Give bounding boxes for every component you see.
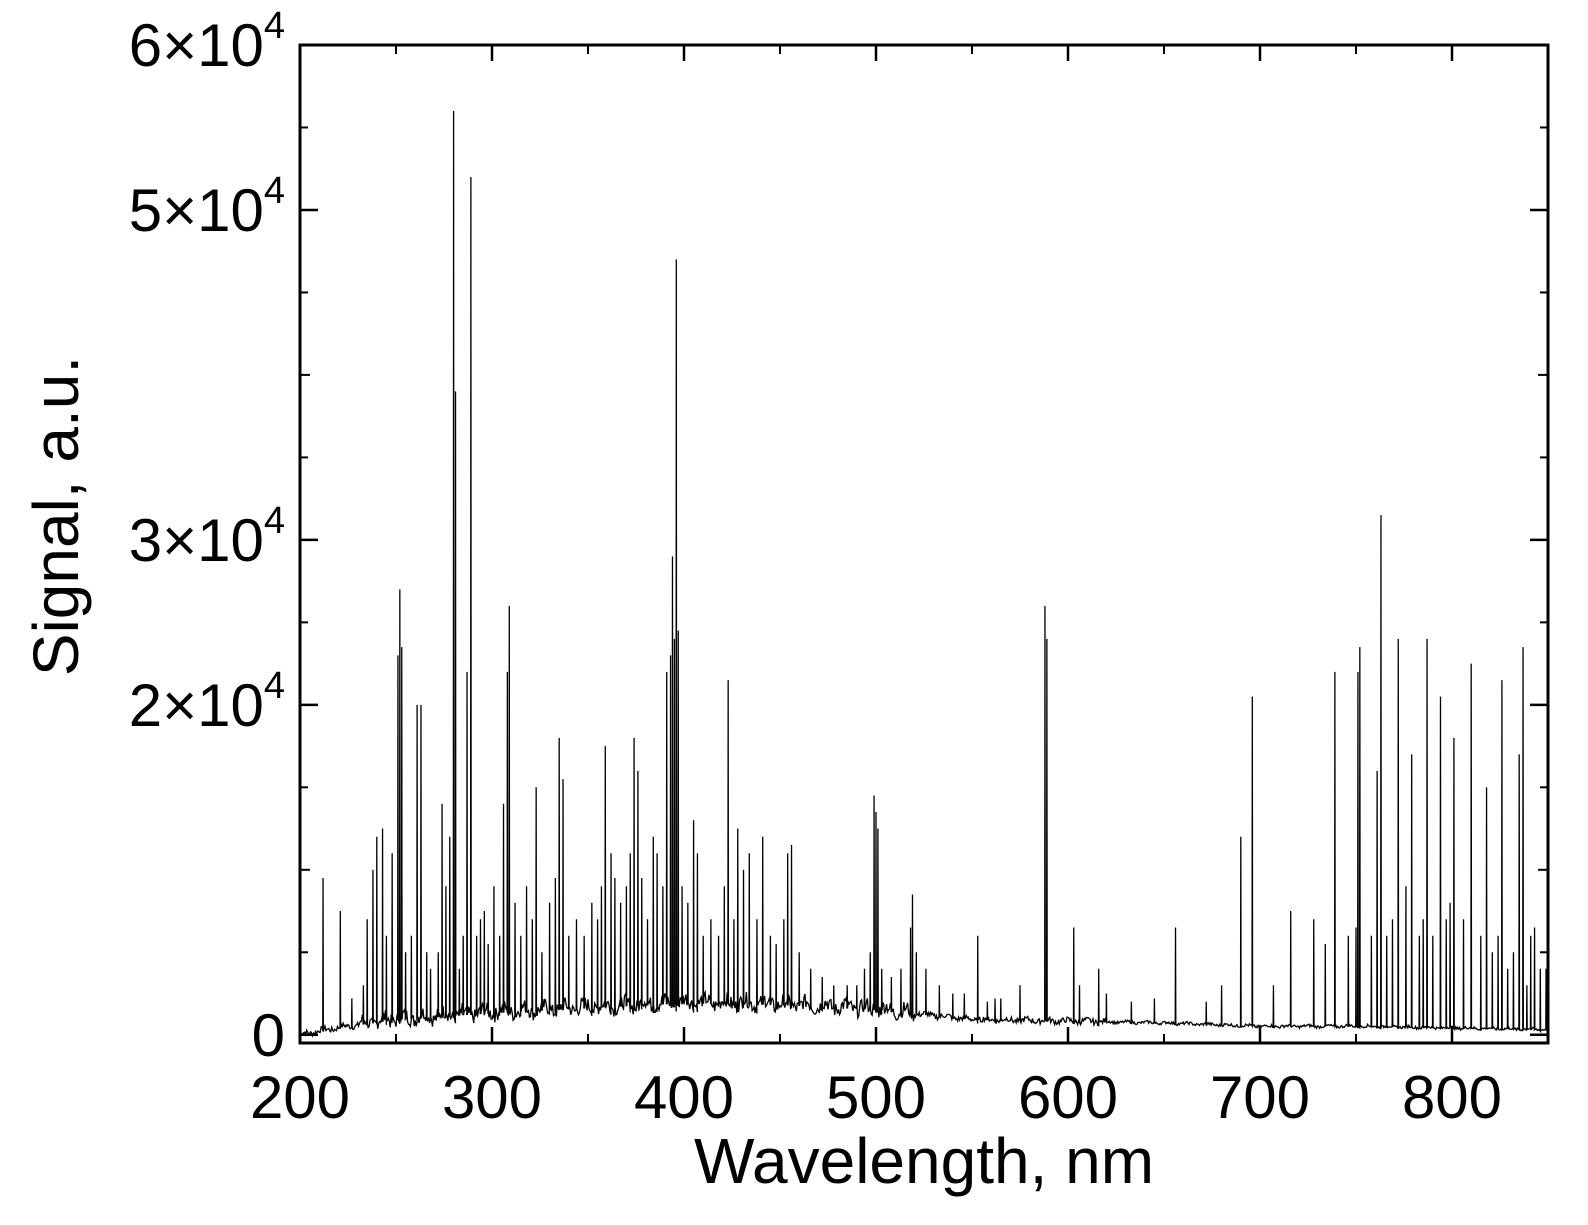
x-tick-label: 200 bbox=[250, 1064, 350, 1131]
y-axis-title: Signal, a.u. bbox=[20, 356, 92, 676]
plot-frame bbox=[298, 43, 1550, 1045]
y-tick-exponent: 4 bbox=[264, 5, 285, 47]
x-tick-label: 500 bbox=[826, 1064, 926, 1131]
y-tick-mantissa: 2×10 bbox=[129, 672, 264, 739]
x-tick-label: 300 bbox=[442, 1064, 542, 1131]
y-tick-mantissa: 0 bbox=[252, 1002, 285, 1069]
x-axis-title: Wavelength, nm bbox=[694, 1125, 1154, 1197]
y-tick-mantissa: 3×10 bbox=[129, 507, 264, 574]
x-tick-labels: 200 300 400 500 600 700 800 bbox=[250, 1064, 1502, 1131]
y-tick-label: 5×104 bbox=[129, 170, 285, 244]
y-tick-label: 2×104 bbox=[129, 665, 285, 739]
axis-ticks bbox=[298, 43, 1548, 1043]
y-tick-label: 6×104 bbox=[129, 5, 285, 79]
y-tick-label: 3×104 bbox=[129, 500, 285, 574]
y-tick-exponent: 4 bbox=[264, 170, 285, 212]
y-tick-exponent: 4 bbox=[264, 665, 285, 707]
y-tick-label: 0 bbox=[252, 1002, 285, 1069]
spectrum-line bbox=[299, 110, 1549, 1038]
x-tick-label: 400 bbox=[634, 1064, 734, 1131]
x-tick-label: 600 bbox=[1018, 1064, 1118, 1131]
y-tick-mantissa: 6×10 bbox=[129, 12, 264, 79]
x-tick-label: 700 bbox=[1210, 1064, 1310, 1131]
x-tick-label: 800 bbox=[1402, 1064, 1502, 1131]
y-tick-exponent: 4 bbox=[264, 500, 285, 542]
y-tick-mantissa: 5×10 bbox=[129, 177, 264, 244]
